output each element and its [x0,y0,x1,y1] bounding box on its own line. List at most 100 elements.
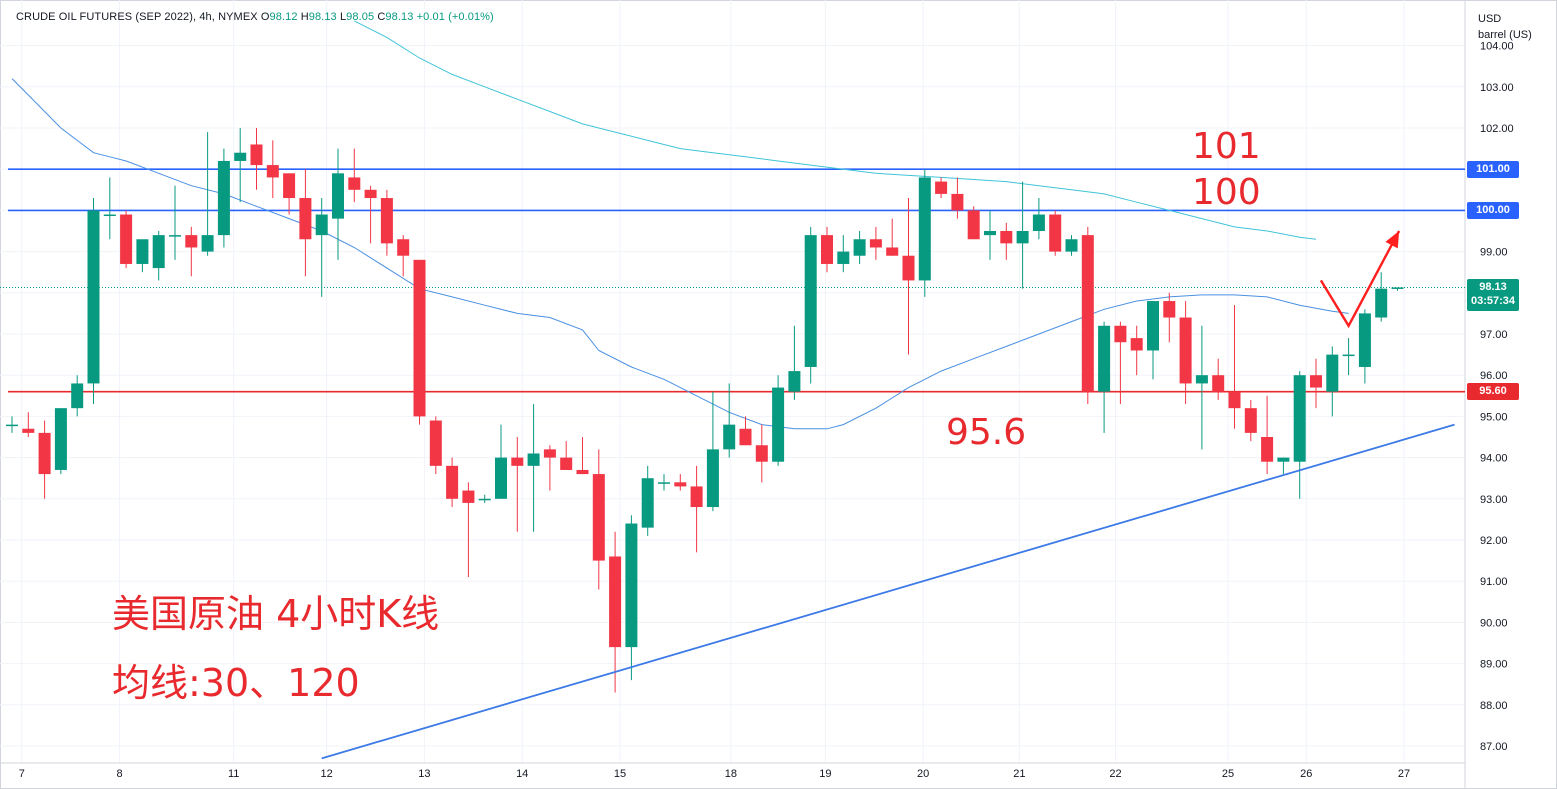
candle-body [185,235,198,248]
candle-body [1130,338,1143,351]
x-tick-label: 25 [1222,768,1234,780]
candle-body [1277,457,1290,462]
candle-body [6,424,18,427]
axis-units: USD barrel (US) [1478,11,1532,43]
candle-body [869,239,882,248]
candle-body [332,173,344,219]
candle-body [1049,214,1062,252]
y-tick-label: 96.00 [1480,370,1508,382]
candle-body [217,160,230,236]
x-tick-label: 8 [117,768,123,780]
candle-body [625,523,638,648]
last-price: 98.13 [1479,281,1507,294]
trend-line [321,423,1455,760]
symbol-title: CRUDE OIL FUTURES (SEP 2022), 4h, NYMEX [16,11,258,23]
low-value: 98.05 [346,11,375,23]
y-tick-label: 89.00 [1480,659,1508,671]
candle-body [755,445,768,462]
candle-body [658,482,670,484]
candle-body [1358,313,1371,367]
candle-body [527,453,540,466]
candle-body [1212,375,1225,392]
candle-body [1195,375,1208,384]
candle-body [1261,437,1274,462]
candle-body [837,251,850,264]
x-tick-label: 14 [516,768,528,780]
candle-body [1391,287,1404,289]
price-tag-101: 101.00 [1467,160,1519,178]
candle-body [739,428,752,446]
level-101-label: 101 [1192,126,1261,167]
y-tick-label: 92.00 [1480,535,1508,547]
candle-body [1326,354,1339,392]
candle-body [364,189,377,199]
candle-body [1147,301,1159,351]
candle-body [723,424,736,450]
candle-body [788,371,801,392]
candle-body [576,469,589,475]
forecast-arrow [1319,230,1401,329]
forecast-arrow-head [1385,231,1400,249]
candle-body [1098,325,1111,392]
price-tag-100: 100.00 [1467,201,1519,219]
candle-body [152,235,165,269]
candle-body [397,239,410,256]
candle-body [413,259,426,417]
x-tick-label: 15 [614,768,626,780]
x-tick-label: 19 [819,768,831,780]
candle-body [967,210,980,240]
candle-body [103,214,116,217]
chart-caption: 美国原油 4小时K线 [112,592,440,636]
y-tick-label: 90.00 [1480,617,1508,629]
candle-body [984,231,996,236]
open-value: 98.12 [269,11,298,23]
candle-body [853,239,866,256]
candle-body [543,449,556,458]
y-tick-label: 87.00 [1480,741,1508,753]
candle-body [674,482,687,487]
x-tick-label: 21 [1013,768,1025,780]
symbol-header: CRUDE OIL FUTURES (SEP 2022), 4h, NYMEX … [16,11,494,23]
candle-body [201,235,214,252]
ma-caption: 均线:30、120 [112,661,360,705]
candle-body [886,247,899,256]
candle-body [446,465,459,499]
ma120-line [354,20,1317,240]
candle-body [266,165,279,178]
unit-label: barrel (US) [1478,29,1532,41]
candle-body [283,173,296,199]
x-tick-label: 20 [917,768,929,780]
ma30-line [11,78,1349,430]
candle-body [54,408,67,470]
high-label: H [300,11,309,23]
x-tick-label: 27 [1398,768,1410,780]
candle-body [1016,231,1029,244]
x-tick-label: 12 [320,768,332,780]
candle-body [38,432,51,475]
level-100-label: 100 [1192,172,1261,213]
bar-countdown: 03:57:34 [1470,295,1516,308]
candle-body [87,210,100,384]
y-tick-label: 88.00 [1480,700,1508,712]
candle-body [592,474,605,561]
open-label: O [260,11,270,23]
candle-body [772,387,785,462]
candle-body [1163,301,1176,318]
x-tick-label: 26 [1300,768,1312,780]
candle-body [1000,231,1013,244]
candle-body [348,177,361,190]
candle-body [315,214,328,236]
candle-body [1293,375,1306,462]
candle-body [511,457,524,466]
candle-body [380,198,393,244]
candle-body [821,235,833,264]
y-tick-label: 103.00 [1480,82,1514,94]
candle-body [560,457,573,470]
low-label: L [339,11,347,23]
candle-body [609,556,622,648]
y-tick-label: 91.00 [1480,576,1508,588]
y-tick-label: 99.00 [1480,247,1508,259]
candle-body [951,193,964,211]
currency-label: USD [1478,13,1502,25]
